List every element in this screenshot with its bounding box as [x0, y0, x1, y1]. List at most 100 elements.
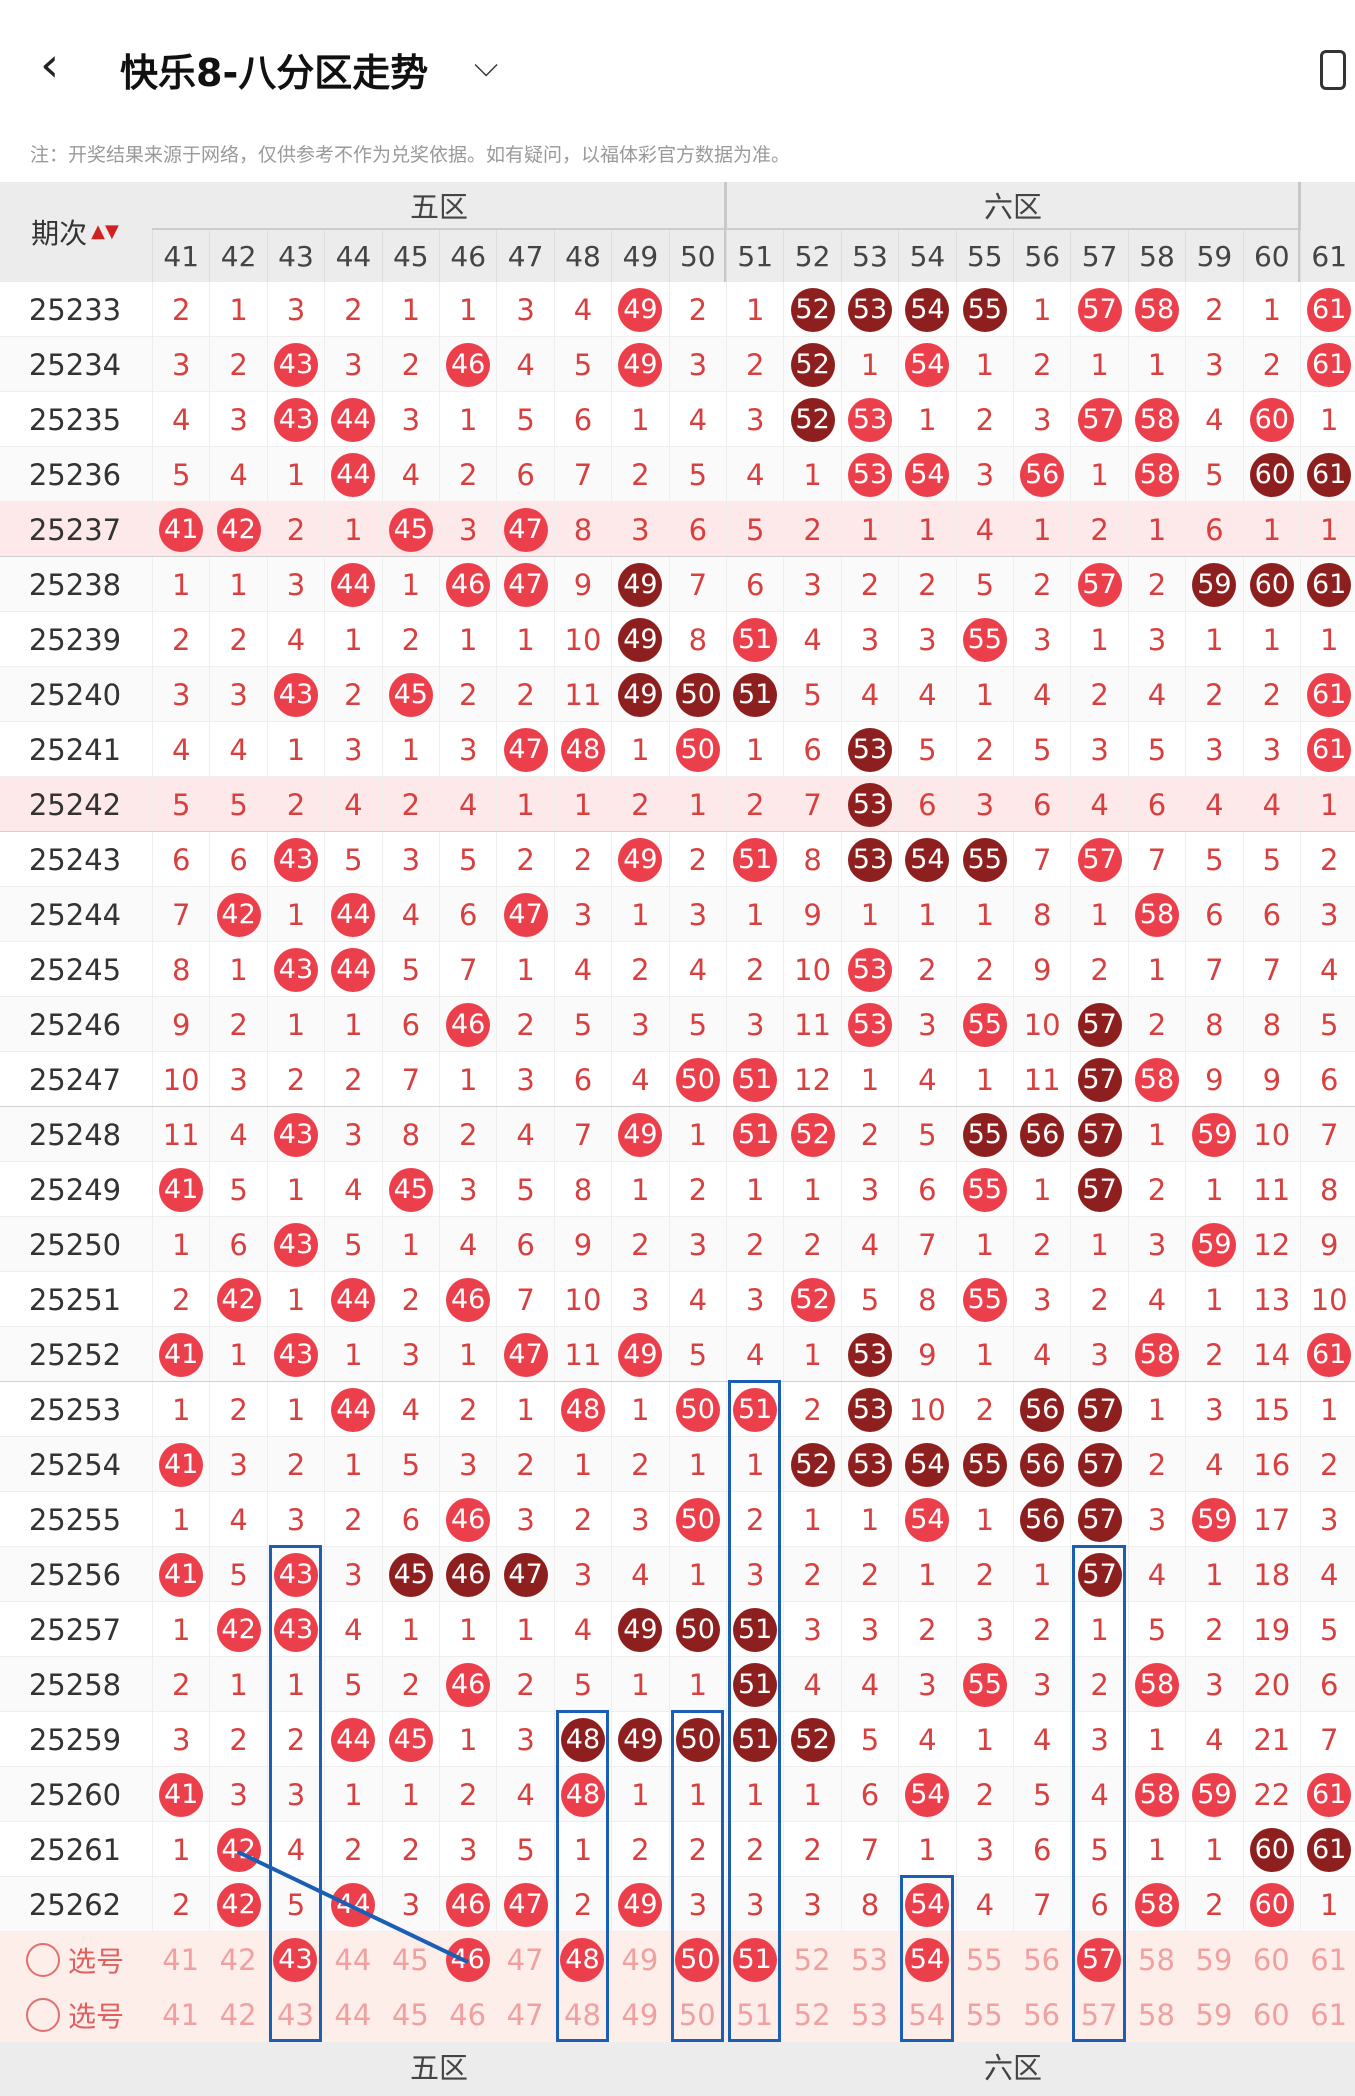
draw-ball: 44: [324, 1877, 381, 1932]
select-number[interactable]: 41: [162, 1997, 200, 2032]
miss-count: 3: [898, 1657, 955, 1712]
select-row-label[interactable]: 选号: [0, 1932, 150, 1987]
selected-ball[interactable]: 43: [273, 1937, 318, 1982]
miss-count: 3: [1127, 1217, 1185, 1272]
select-row-label[interactable]: 选号: [0, 1987, 150, 2042]
select-number[interactable]: 49: [621, 1942, 659, 1977]
selected-ball[interactable]: 57: [1077, 1937, 1122, 1982]
select-number[interactable]: 57: [1080, 1997, 1118, 2032]
selected-ball[interactable]: 50: [675, 1937, 720, 1982]
select-number[interactable]: 55: [965, 1997, 1003, 2032]
select-number[interactable]: 56: [1023, 1942, 1061, 1977]
radio-circle-icon[interactable]: [25, 1997, 60, 2032]
number-ball: 41: [159, 507, 204, 552]
miss-count: 4: [1013, 1327, 1070, 1382]
select-number[interactable]: 48: [564, 1997, 601, 2032]
select-number[interactable]: 50: [678, 1997, 716, 2032]
select-number[interactable]: 45: [391, 1942, 429, 1977]
miss-count: 3: [840, 1162, 898, 1217]
select-number[interactable]: 56: [1023, 1997, 1061, 2032]
select-number[interactable]: 52: [793, 1997, 831, 2032]
select-number[interactable]: 41: [162, 1942, 200, 1977]
select-number[interactable]: 59: [1195, 1942, 1233, 1977]
select-number[interactable]: 61: [1310, 1942, 1348, 1977]
select-number[interactable]: 58: [1138, 1942, 1175, 1977]
selected-ball[interactable]: 54: [904, 1937, 949, 1982]
select-number[interactable]: 42: [219, 1997, 257, 2032]
miss-count: 4: [840, 667, 898, 722]
period-label: 25237: [28, 512, 122, 547]
select-number[interactable]: 47: [506, 1997, 544, 2032]
miss-count: 8: [898, 1272, 955, 1327]
period-label: 25234: [28, 347, 122, 382]
miss-count: 2: [266, 1052, 324, 1107]
select-number[interactable]: 50: [669, 1932, 726, 1987]
select-number[interactable]: 45: [391, 1997, 429, 2032]
draw-ball: 58: [1127, 887, 1185, 942]
table-row-bg: [0, 942, 1355, 997]
select-number[interactable]: 55: [965, 1942, 1003, 1977]
select-number[interactable]: 47: [506, 1942, 544, 1977]
miss-count: 3: [439, 502, 496, 557]
draw-ball: 51: [726, 1712, 783, 1767]
select-number[interactable]: 61: [1310, 1997, 1348, 2032]
draw-ball: 61: [1300, 667, 1355, 722]
miss-count: 1: [1013, 502, 1070, 557]
select-number[interactable]: 44: [334, 1997, 372, 2032]
select-number[interactable]: 49: [621, 1997, 659, 2032]
select-number[interactable]: 53: [851, 1942, 888, 1977]
chevron-left-icon[interactable]: ‹: [40, 37, 60, 93]
miss-count: 2: [840, 557, 898, 612]
select-number[interactable]: 60: [1252, 1942, 1290, 1977]
select-number[interactable]: 52: [793, 1942, 831, 1977]
selected-ball[interactable]: 48: [560, 1937, 605, 1982]
select-number[interactable]: 51: [736, 1997, 774, 2032]
miss-count: 3: [668, 1877, 726, 1932]
miss-count: 14: [1242, 1327, 1300, 1382]
draw-ball: 49: [611, 1107, 668, 1162]
select-number[interactable]: 48: [554, 1932, 611, 1987]
miss-count: 2: [324, 1052, 381, 1107]
select-number[interactable]: 43: [267, 1932, 324, 1987]
miss-count: 5: [1127, 722, 1185, 777]
miss-count: 1: [1013, 1547, 1070, 1602]
draw-ball: 42: [209, 1822, 266, 1877]
period-header[interactable]: 期次 ▲▼: [0, 182, 150, 282]
select-number[interactable]: 57: [1070, 1932, 1127, 1987]
select-number[interactable]: 54: [908, 1997, 946, 2032]
select-number[interactable]: 59: [1195, 1997, 1233, 2032]
select-label-text: 选号: [67, 1944, 124, 1978]
chevron-down-icon[interactable]: ⌵: [474, 46, 499, 84]
sort-icon[interactable]: ▲▼: [91, 221, 119, 242]
select-number[interactable]: 43: [277, 1997, 314, 2032]
miss-count: 11: [1242, 1162, 1300, 1217]
miss-count: 1: [668, 1767, 726, 1822]
number-ball: 41: [159, 1332, 204, 1377]
miss-count: 1: [1185, 612, 1242, 667]
selected-ball[interactable]: 51: [732, 1937, 777, 1982]
select-number[interactable]: 51: [726, 1932, 783, 1987]
header-bar: ‹ 快乐8-八分区走势 ⌵: [0, 0, 1355, 135]
select-number[interactable]: 58: [1138, 1997, 1175, 2032]
select-number[interactable]: 53: [851, 1997, 888, 2032]
select-number[interactable]: 54: [898, 1932, 955, 1987]
select-number[interactable]: 46: [449, 1997, 487, 2032]
miss-count: 3: [1127, 612, 1185, 667]
select-number[interactable]: 60: [1252, 1997, 1290, 2032]
select-number[interactable]: 44: [334, 1942, 372, 1977]
miss-count: 6: [209, 832, 266, 887]
number-ball: 53: [847, 837, 892, 882]
draw-ball: 56: [1013, 1437, 1070, 1492]
draw-ball: 49: [611, 557, 668, 612]
miss-count: 2: [1185, 1877, 1242, 1932]
select-number[interactable]: 42: [219, 1942, 257, 1977]
number-ball: 44: [331, 1717, 376, 1762]
miss-count: 3: [381, 1877, 439, 1932]
phone-icon[interactable]: [1320, 50, 1346, 90]
radio-circle-icon[interactable]: [25, 1942, 60, 1977]
miss-count: 4: [324, 1162, 381, 1217]
period-label: 25244: [28, 897, 122, 932]
number-ball: 44: [331, 947, 376, 992]
draw-ball: 56: [1013, 1492, 1070, 1547]
miss-count: 3: [209, 1767, 266, 1822]
